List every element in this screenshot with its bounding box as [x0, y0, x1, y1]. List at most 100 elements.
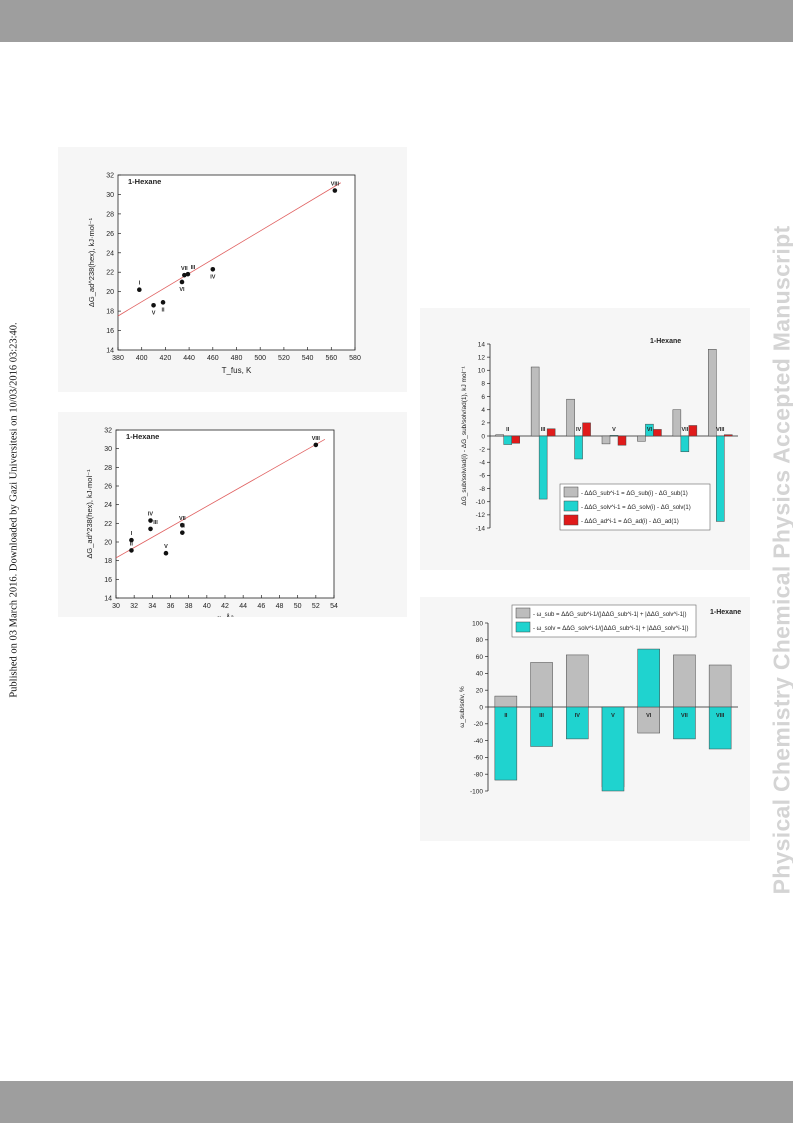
category-label: VII: [681, 713, 688, 719]
point-label: VII: [179, 516, 186, 522]
legend-swatch: [515, 621, 531, 633]
bar: [566, 398, 575, 437]
x-tick-label: 50: [294, 603, 302, 610]
legend-swatch: [563, 500, 579, 512]
x-axis-label: α, Å³: [216, 614, 233, 617]
figure-tfus-scatter: 380 400 420 440 460 480 500 520 540 560 580 14 16 18 2…: [58, 147, 407, 392]
y-tick-label: 18: [104, 558, 112, 565]
data-point: [180, 522, 185, 528]
y-tick-label: 16: [104, 577, 112, 584]
chart-title: 1-Hexane: [710, 609, 741, 616]
fit-line: [115, 438, 326, 559]
data-point: [129, 537, 134, 543]
point-label: III: [153, 520, 158, 526]
x-tick-label: 420: [160, 355, 172, 362]
point-label: II: [161, 307, 165, 313]
x-tick-label: 560: [325, 355, 337, 362]
point-label: II: [130, 541, 134, 547]
y-tick-label: 80: [476, 637, 484, 644]
x-tick-label: 440: [183, 355, 195, 362]
y-axis-label: ΔG_ad^238(hex), kJ·mol⁻¹: [87, 217, 96, 307]
category-label: IV: [576, 427, 582, 433]
y-tick-label: 18: [106, 309, 114, 316]
journal-watermark: Physical Chemistry Chemical Physics Acce…: [768, 225, 793, 895]
x-tick-label: 520: [278, 355, 290, 362]
y-tick-label: 22: [104, 521, 112, 528]
x-tick-label: 30: [112, 603, 120, 610]
bar: [617, 435, 627, 446]
x-tick-label: 500: [254, 355, 266, 362]
x-tick-label: 32: [130, 603, 138, 610]
bar: [582, 422, 591, 437]
bar: [637, 706, 660, 734]
bar: [601, 435, 611, 445]
point-label: VII: [181, 266, 188, 272]
y-tick-label: 20: [104, 540, 112, 547]
x-tick-label: 48: [276, 603, 284, 610]
bar: [494, 706, 518, 781]
legend-label: - ΔΔG_ad^i-1 = ΔG_ad(i) - ΔG_ad(1): [581, 519, 679, 525]
bar: [609, 435, 619, 437]
category-label: III: [541, 427, 546, 433]
y-tick-label: 24: [106, 250, 114, 257]
y-tick-label: 14: [106, 348, 114, 355]
point-label: IV: [210, 274, 216, 280]
y-tick-label: 10: [478, 368, 486, 375]
chart-title: 1-Hexane: [650, 338, 681, 345]
point-label: VIII: [312, 436, 321, 442]
y-tick-label: 2: [481, 420, 485, 427]
chart-polarizability: 30 32 34 36 38 40 42 44 46 48 50 52 54 14 16 18 20 22 24 26…: [85, 428, 338, 618]
data-point: [129, 548, 134, 553]
legend-label: - ΔΔG_sub^i-1 = ΔG_sub(i) - ΔG_sub(1): [581, 491, 688, 497]
x-axis-label: T_fus, K: [222, 366, 252, 375]
bar: [495, 434, 504, 437]
y-tick-label: -80: [474, 772, 484, 779]
header-band: [0, 0, 793, 42]
data-point: [332, 188, 338, 193]
y-tick-label: -100: [470, 788, 483, 795]
point-label: IV: [148, 512, 154, 518]
y-tick-label: 100: [472, 620, 483, 627]
y-tick-label: -12: [476, 512, 486, 519]
published-note: Published on 03 March 2016. Downloaded b…: [8, 322, 20, 698]
bar: [530, 662, 553, 708]
legend-swatch: [563, 514, 579, 526]
data-point: [151, 302, 156, 308]
y-tick-label: -14: [476, 525, 486, 532]
bar: [688, 425, 698, 437]
bar: [503, 435, 512, 445]
category-label: V: [611, 713, 615, 719]
bar: [708, 706, 732, 750]
y-axis-label: ΔG_sub/solv/ad(i) - ΔG_sub/solv/ad(1), k…: [461, 366, 468, 506]
data-point: [313, 442, 319, 448]
figure-omega-bars: 100 80 60 40 20 0 -20 -40 -60 -80 -100 II III IV V VI VI…: [420, 597, 750, 841]
bar: [724, 434, 733, 437]
y-tick-label: 0: [479, 704, 483, 711]
x-tick-label: 380: [112, 355, 124, 362]
bar: [716, 435, 725, 522]
bar: [538, 435, 548, 500]
bar: [494, 695, 518, 708]
legend-label: - ΔΔG_solv^i-1 = ΔG_solv(i) - ΔG_solv(1): [581, 505, 691, 511]
bar: [566, 706, 589, 740]
x-tick-label: 44: [239, 603, 247, 610]
y-tick-label: 30: [106, 192, 114, 199]
footer-band: [0, 1081, 793, 1123]
y-tick-label: 22: [106, 270, 114, 277]
category-label: VII: [681, 427, 688, 433]
x-tick-label: 460: [207, 355, 219, 362]
point-label: V: [152, 310, 156, 316]
chart-tfus: 380 400 420 440 460 480 500 520 540 560 580 14 16 18 2…: [87, 173, 361, 376]
bar: [637, 648, 660, 708]
bar: [546, 428, 556, 437]
y-tick-label: 28: [104, 465, 112, 472]
y-tick-label: 0: [481, 433, 485, 440]
y-tick-label: 8: [481, 381, 485, 388]
legend-box: [559, 483, 711, 531]
y-tick-label: 14: [478, 341, 486, 348]
bar: [601, 706, 625, 792]
category-label: IV: [575, 713, 581, 719]
data-point: [148, 518, 153, 523]
x-tick-label: 36: [167, 603, 175, 610]
y-tick-label: -60: [474, 755, 484, 762]
